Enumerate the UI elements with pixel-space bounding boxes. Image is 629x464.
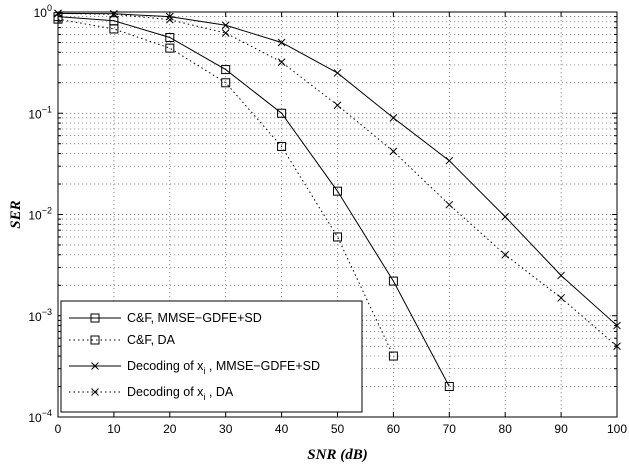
square-marker <box>165 43 175 53</box>
x-marker-stroke <box>91 388 99 396</box>
x-marker <box>54 9 62 18</box>
square-marker <box>444 382 454 392</box>
x-marker-stroke <box>389 147 398 156</box>
square-marker <box>277 108 287 118</box>
x-marker <box>333 101 342 110</box>
legend-label: Decoding of xi , DA <box>127 385 234 402</box>
square-marker <box>90 335 100 345</box>
x-marker <box>445 200 454 209</box>
x-marker <box>389 147 398 156</box>
legend-box <box>60 300 363 413</box>
legend: C&F, MMSE−GDFE+SD C&F, DA Decoding of xi ,… <box>60 300 363 413</box>
square-marker <box>333 186 342 196</box>
x-marker <box>277 38 286 47</box>
x-marker <box>445 156 454 165</box>
square-marker <box>221 78 231 88</box>
x-marker-stroke <box>445 200 454 209</box>
x-marker <box>91 362 99 370</box>
square-marker <box>90 313 100 323</box>
legend-label: C&F, DA <box>127 333 176 347</box>
x-marker <box>613 342 621 351</box>
series-4 <box>54 9 621 351</box>
x-marker-stroke <box>221 29 230 37</box>
x-marker-stroke <box>277 38 286 47</box>
square-marker <box>333 232 342 242</box>
x-tick-label: 10 <box>107 422 121 436</box>
x-marker-stroke <box>613 321 621 330</box>
square-marker <box>388 276 398 286</box>
x-marker-stroke <box>501 250 510 259</box>
series-2 <box>53 14 398 361</box>
x-tick-label: 90 <box>554 422 568 436</box>
y-tick-label: 10−4 <box>28 408 52 425</box>
x-marker-stroke <box>557 294 565 302</box>
x-marker <box>389 114 398 122</box>
square-marker <box>388 351 398 361</box>
x-marker <box>221 29 230 37</box>
x-marker <box>501 250 510 259</box>
x-marker <box>333 69 342 77</box>
axis-ticks: 0 10 20 30 40 50 60 70 80 90 100 100 10−1 10−2 10−3 10−… <box>28 3 627 436</box>
x-tick-label: 80 <box>499 422 513 436</box>
x-marker-stroke <box>165 15 174 24</box>
x-marker <box>110 10 118 19</box>
legend-label: C&F, MMSE−GDFE+SD <box>127 311 262 325</box>
y-axis-label: SER <box>8 200 24 228</box>
square-marker <box>165 32 175 42</box>
x-marker-stroke <box>110 10 118 19</box>
legend-label: Decoding of xi , MMSE−GDFE+SD <box>127 359 320 376</box>
x-marker-stroke <box>501 212 510 221</box>
x-marker <box>501 212 510 221</box>
x-tick-label: 40 <box>275 422 289 436</box>
x-tick-label: 50 <box>331 422 345 436</box>
y-tick-label: 10−2 <box>28 206 52 223</box>
x-marker-stroke <box>389 114 398 122</box>
x-tick-label: 0 <box>55 422 62 436</box>
x-marker <box>221 21 230 30</box>
x-marker-stroke <box>613 342 621 351</box>
x-marker-stroke <box>277 58 286 66</box>
square-marker <box>277 141 287 151</box>
x-marker <box>165 12 174 21</box>
x-marker <box>165 15 174 24</box>
x-tick-label: 30 <box>219 422 233 436</box>
square-marker <box>53 14 63 24</box>
series-line <box>57 16 450 387</box>
x-marker <box>557 271 565 280</box>
x-tick-label: 20 <box>163 422 177 436</box>
x-marker-stroke <box>333 101 342 110</box>
square-marker <box>109 24 119 34</box>
x-marker-stroke <box>557 271 565 280</box>
y-tick-label: 100 <box>34 3 52 20</box>
series-layer <box>53 9 621 392</box>
x-marker-stroke <box>91 362 99 370</box>
x-tick-label: 70 <box>443 422 457 436</box>
x-marker <box>613 321 621 330</box>
x-marker-stroke <box>221 21 230 30</box>
x-axis-label: SNR (dB) <box>307 447 367 463</box>
x-marker <box>91 388 99 396</box>
x-marker-stroke <box>54 9 62 18</box>
y-tick-label: 10−3 <box>28 307 52 324</box>
square-marker <box>221 65 231 75</box>
x-marker <box>277 58 286 66</box>
x-tick-label: 100 <box>607 422 627 436</box>
x-marker-stroke <box>445 156 454 165</box>
x-tick-label: 60 <box>387 422 401 436</box>
x-marker <box>557 294 565 302</box>
y-tick-label: 10−1 <box>28 104 52 121</box>
x-marker-stroke <box>333 69 342 77</box>
x-marker-stroke <box>165 12 174 21</box>
